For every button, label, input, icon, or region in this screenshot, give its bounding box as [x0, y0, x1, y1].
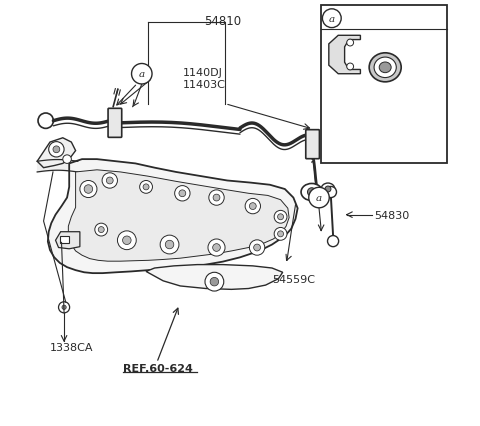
Text: REF.60-624: REF.60-624 — [122, 363, 192, 374]
Polygon shape — [48, 160, 298, 273]
Circle shape — [308, 188, 316, 197]
Circle shape — [325, 187, 336, 198]
Circle shape — [347, 40, 354, 47]
Circle shape — [205, 273, 224, 291]
Polygon shape — [56, 232, 80, 249]
Circle shape — [38, 114, 53, 129]
Circle shape — [208, 239, 225, 256]
Ellipse shape — [379, 63, 391, 73]
FancyBboxPatch shape — [60, 236, 69, 244]
Ellipse shape — [369, 54, 401, 83]
Circle shape — [102, 173, 118, 189]
Circle shape — [59, 302, 70, 313]
Circle shape — [209, 190, 224, 206]
Circle shape — [250, 203, 256, 210]
Circle shape — [277, 231, 284, 237]
Circle shape — [175, 186, 190, 201]
Text: 54810: 54810 — [204, 15, 241, 28]
Text: 54813: 54813 — [368, 134, 403, 144]
Circle shape — [95, 224, 108, 236]
Polygon shape — [329, 36, 360, 75]
Circle shape — [179, 190, 186, 197]
FancyBboxPatch shape — [321, 6, 447, 164]
Circle shape — [250, 240, 265, 256]
Circle shape — [53, 147, 60, 153]
Text: 1338CA: 1338CA — [50, 342, 94, 352]
Polygon shape — [146, 265, 283, 290]
Circle shape — [347, 64, 354, 71]
Circle shape — [274, 228, 287, 241]
Circle shape — [210, 278, 219, 286]
Circle shape — [98, 227, 104, 233]
Circle shape — [118, 231, 136, 250]
Circle shape — [48, 142, 64, 158]
Circle shape — [325, 187, 331, 193]
Circle shape — [143, 184, 149, 190]
Polygon shape — [68, 170, 289, 262]
Circle shape — [277, 214, 284, 220]
Circle shape — [253, 245, 261, 251]
Circle shape — [140, 181, 153, 194]
Circle shape — [327, 236, 338, 247]
Circle shape — [213, 195, 220, 201]
Circle shape — [84, 185, 93, 194]
Circle shape — [323, 10, 341, 29]
Text: a: a — [316, 193, 322, 203]
Text: 55514A: 55514A — [366, 48, 408, 58]
FancyBboxPatch shape — [108, 109, 122, 138]
Circle shape — [165, 241, 174, 249]
Text: 54830: 54830 — [374, 210, 410, 220]
Circle shape — [213, 244, 220, 252]
Circle shape — [122, 236, 131, 245]
Circle shape — [160, 236, 179, 254]
FancyBboxPatch shape — [306, 130, 319, 159]
Circle shape — [63, 155, 72, 164]
Text: 1140DJ
11403C: 1140DJ 11403C — [182, 68, 225, 89]
Text: 54559C: 54559C — [272, 275, 315, 285]
Circle shape — [274, 211, 287, 224]
Circle shape — [80, 181, 97, 198]
Circle shape — [132, 64, 152, 85]
Polygon shape — [37, 138, 76, 168]
Circle shape — [309, 188, 329, 208]
Circle shape — [62, 305, 66, 310]
Text: a: a — [139, 70, 145, 79]
Ellipse shape — [374, 58, 396, 78]
Circle shape — [245, 199, 261, 214]
Text: a: a — [329, 14, 335, 24]
Circle shape — [107, 178, 113, 184]
Ellipse shape — [321, 184, 335, 196]
Ellipse shape — [301, 184, 323, 201]
